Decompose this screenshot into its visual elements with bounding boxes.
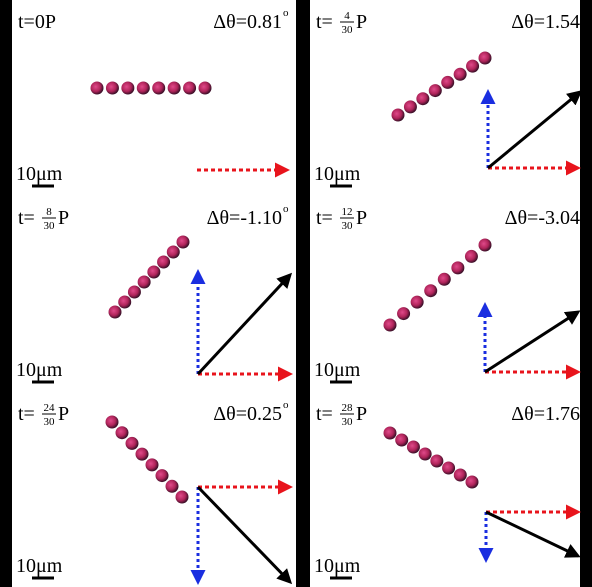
bead [152, 82, 165, 95]
time-prefix: t= [18, 207, 35, 229]
bead [430, 455, 443, 468]
time-denominator: 30 [44, 416, 56, 428]
time-numerator: 24 [44, 402, 56, 414]
bead [419, 448, 432, 461]
time-label: t=0P [18, 11, 56, 33]
bead [451, 261, 464, 274]
bead [384, 427, 397, 440]
bead [137, 82, 150, 95]
bead [106, 416, 119, 429]
bead [465, 250, 478, 263]
bead [147, 266, 160, 279]
bead [395, 434, 408, 447]
time-suffix: P [58, 403, 69, 425]
scale-label: 10μm [314, 555, 361, 577]
field-arrow-total [486, 512, 578, 556]
bead [199, 82, 212, 95]
scale-label: 10μm [16, 555, 63, 577]
field-arrow-total [198, 275, 290, 374]
delta-theta: Δθ=1.76 [511, 403, 580, 425]
degree-sign: o [581, 7, 587, 19]
degree-sign: o [581, 399, 587, 411]
bead [176, 491, 189, 504]
time-numerator: 4 [344, 10, 350, 22]
bead [404, 100, 417, 113]
bead [416, 92, 429, 105]
delta-theta: Δθ=0.81 [213, 11, 282, 33]
scale-label: 10μm [314, 163, 361, 185]
border [0, 0, 12, 587]
bead [438, 273, 451, 286]
bead [168, 82, 181, 95]
bead [442, 462, 455, 475]
degree-sign: o [283, 399, 289, 411]
time-prefix: t= [316, 403, 333, 425]
time-denominator: 30 [342, 220, 354, 232]
time-prefix: t= [316, 207, 333, 229]
bead [454, 469, 467, 482]
field-arrow-total [198, 487, 290, 582]
field-arrow-total [485, 312, 578, 372]
bead [407, 441, 420, 454]
bead [384, 319, 397, 332]
bead [183, 82, 196, 95]
bead [156, 469, 169, 482]
border [580, 0, 592, 587]
bead [466, 60, 479, 73]
bead [397, 307, 410, 320]
bead [136, 448, 149, 461]
time-suffix: P [356, 403, 367, 425]
bead [109, 306, 122, 319]
time-numerator: 8 [46, 206, 52, 218]
time-suffix: P [356, 207, 367, 229]
time-denominator: 30 [44, 220, 56, 232]
bead [118, 296, 131, 309]
bead [479, 52, 492, 65]
time-prefix: t= [316, 11, 333, 33]
bead [126, 437, 139, 450]
bead [441, 76, 454, 89]
time-numerator: 28 [342, 402, 354, 414]
bead [479, 239, 492, 252]
bead [466, 476, 479, 489]
bead [454, 68, 467, 81]
time-suffix: P [58, 207, 69, 229]
time-suffix: P [356, 11, 367, 33]
bead [157, 256, 170, 269]
bead [121, 82, 134, 95]
bead [138, 276, 151, 289]
bead [424, 284, 437, 297]
degree-sign: o [283, 203, 289, 215]
bead [177, 236, 190, 249]
bead [116, 426, 129, 439]
delta-theta: Δθ=0.25 [213, 403, 282, 425]
bead [128, 286, 141, 299]
delta-theta: Δθ=-3.04 [505, 207, 580, 229]
delta-theta: Δθ=1.54 [511, 11, 580, 33]
bead [166, 480, 179, 493]
bead [429, 84, 442, 97]
time-denominator: 30 [342, 24, 354, 36]
scale-label: 10μm [16, 359, 63, 381]
time-denominator: 30 [342, 416, 354, 428]
degree-sign: o [283, 7, 289, 19]
degree-sign: o [581, 203, 587, 215]
bead [91, 82, 104, 95]
bead [392, 109, 405, 122]
scale-label: 10μm [314, 359, 361, 381]
border [296, 0, 310, 587]
delta-theta: Δθ=-1.10 [207, 207, 282, 229]
bead [146, 458, 159, 471]
figure: t=0PΔθ=0.81o10μmt=430PΔθ=1.54o10μmt=830P… [0, 0, 592, 587]
scale-label: 10μm [16, 163, 63, 185]
bead [167, 246, 180, 259]
time-numerator: 12 [342, 206, 353, 218]
time-prefix: t= [18, 403, 35, 425]
bead [411, 296, 424, 309]
bead [106, 82, 119, 95]
field-arrow-total [488, 92, 580, 168]
